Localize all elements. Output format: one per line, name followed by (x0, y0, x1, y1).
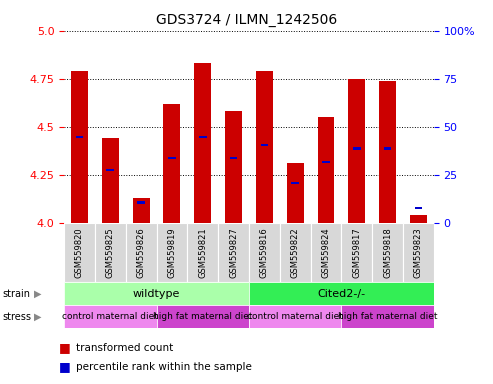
Bar (249, 282, 434, 305)
Text: GSM559820: GSM559820 (75, 227, 84, 278)
Bar (75, 136, 83, 138)
Bar (349, 79, 365, 223)
Text: high fat maternal diet: high fat maternal diet (338, 312, 437, 321)
Bar (194, 63, 211, 223)
Bar (187, 223, 218, 282)
Bar (126, 223, 157, 282)
Bar (102, 138, 119, 223)
Bar (410, 215, 427, 223)
Text: ■: ■ (59, 360, 71, 373)
Text: GSM559818: GSM559818 (383, 227, 392, 278)
Bar (311, 223, 341, 282)
Text: GSM559825: GSM559825 (106, 227, 115, 278)
Bar (353, 147, 361, 150)
Bar (403, 223, 434, 282)
Text: GSM559824: GSM559824 (321, 227, 330, 278)
Bar (249, 223, 280, 282)
Text: GSM559821: GSM559821 (198, 227, 207, 278)
Bar (260, 144, 268, 146)
Text: transformed count: transformed count (76, 343, 174, 353)
Bar (287, 163, 304, 223)
Bar (157, 305, 249, 328)
Bar (317, 117, 334, 223)
Bar (64, 282, 249, 305)
Text: GSM559827: GSM559827 (229, 227, 238, 278)
Bar (415, 207, 423, 209)
Bar (157, 223, 187, 282)
Bar (137, 201, 145, 204)
Bar (341, 305, 434, 328)
Text: control maternal diet: control maternal diet (63, 312, 158, 321)
Text: high fat maternal diet: high fat maternal diet (153, 312, 252, 321)
Text: GSM559822: GSM559822 (291, 227, 300, 278)
Text: GSM559819: GSM559819 (168, 227, 176, 278)
Bar (218, 223, 249, 282)
Bar (168, 157, 176, 159)
Bar (384, 147, 391, 150)
Bar (379, 81, 396, 223)
Bar (64, 305, 157, 328)
Text: wildtype: wildtype (133, 289, 180, 299)
Bar (71, 71, 88, 223)
Bar (64, 223, 95, 282)
Bar (95, 223, 126, 282)
Text: GSM559826: GSM559826 (137, 227, 145, 278)
Text: GSM559816: GSM559816 (260, 227, 269, 278)
Text: Cited2-/-: Cited2-/- (317, 289, 365, 299)
Bar (256, 71, 273, 223)
Text: GSM559823: GSM559823 (414, 227, 423, 278)
Text: GDS3724 / ILMN_1242506: GDS3724 / ILMN_1242506 (156, 13, 337, 27)
Text: GSM559817: GSM559817 (352, 227, 361, 278)
Text: percentile rank within the sample: percentile rank within the sample (76, 362, 252, 372)
Bar (249, 305, 341, 328)
Text: control maternal diet: control maternal diet (247, 312, 343, 321)
Bar (230, 157, 238, 159)
Text: ■: ■ (59, 341, 71, 354)
Bar (106, 169, 114, 171)
Bar (133, 198, 149, 223)
Bar (291, 182, 299, 184)
Bar (341, 223, 372, 282)
Bar (164, 104, 180, 223)
Bar (199, 136, 207, 138)
Text: strain: strain (2, 289, 31, 299)
Bar (322, 161, 330, 163)
Bar (280, 223, 311, 282)
Text: ▶: ▶ (34, 289, 41, 299)
Bar (225, 111, 242, 223)
Bar (372, 223, 403, 282)
Text: ▶: ▶ (34, 312, 41, 322)
Text: stress: stress (2, 312, 32, 322)
